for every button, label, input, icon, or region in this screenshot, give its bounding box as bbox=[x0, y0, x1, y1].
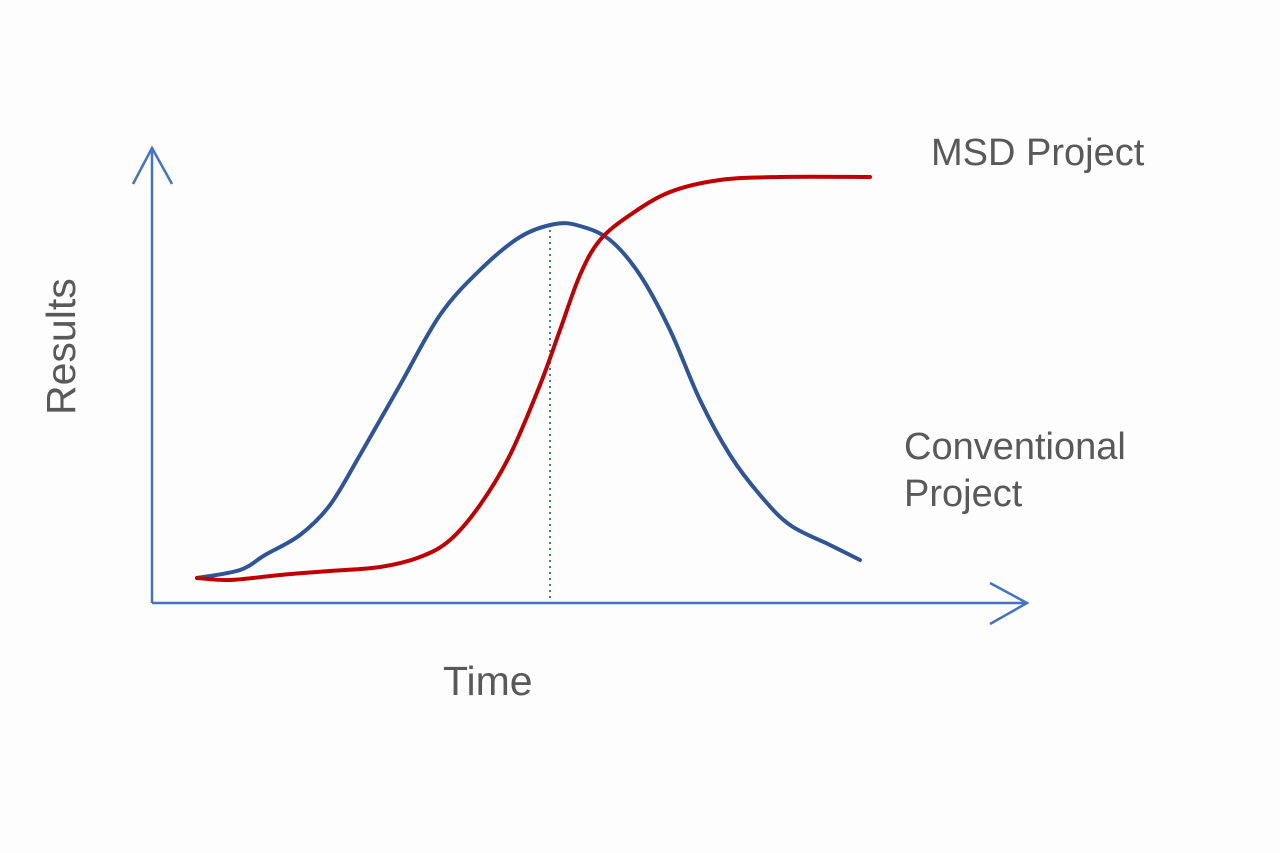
x-axis-label: Time bbox=[443, 658, 533, 704]
conventional-project-label: Conventional Project bbox=[904, 424, 1126, 518]
conventional-label-line1: Conventional bbox=[904, 426, 1126, 468]
x-axis-arrow-icon bbox=[989, 581, 1030, 626]
y-axis-label: Results bbox=[38, 278, 84, 415]
conventional-label-line2: Project bbox=[904, 473, 1023, 515]
y-axis-arrow-icon bbox=[131, 145, 174, 185]
conventional-project-curve bbox=[195, 221, 862, 580]
msd-project-curve bbox=[195, 174, 872, 583]
msd-project-label: MSD Project bbox=[931, 132, 1145, 174]
